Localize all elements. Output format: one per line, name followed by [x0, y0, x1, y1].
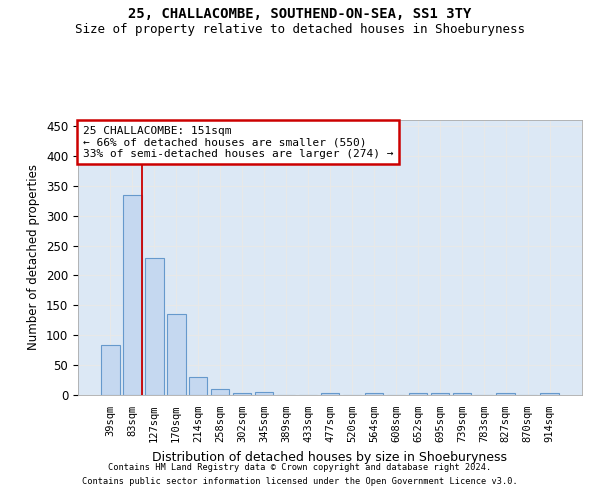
Bar — [145, 258, 164, 395]
Bar — [255, 392, 274, 395]
Bar — [541, 392, 559, 395]
Bar — [167, 314, 185, 395]
Bar — [123, 194, 142, 395]
Text: Size of property relative to detached houses in Shoeburyness: Size of property relative to detached ho… — [75, 22, 525, 36]
Bar — [431, 392, 449, 395]
Bar — [101, 346, 119, 395]
Text: Contains public sector information licensed under the Open Government Licence v3: Contains public sector information licen… — [82, 477, 518, 486]
Text: Contains HM Land Registry data © Crown copyright and database right 2024.: Contains HM Land Registry data © Crown c… — [109, 464, 491, 472]
Bar — [365, 392, 383, 395]
Y-axis label: Number of detached properties: Number of detached properties — [28, 164, 40, 350]
Text: 25, CHALLACOMBE, SOUTHEND-ON-SEA, SS1 3TY: 25, CHALLACOMBE, SOUTHEND-ON-SEA, SS1 3T… — [128, 8, 472, 22]
X-axis label: Distribution of detached houses by size in Shoeburyness: Distribution of detached houses by size … — [152, 450, 508, 464]
Bar — [233, 392, 251, 395]
Bar — [452, 392, 471, 395]
Text: 25 CHALLACOMBE: 151sqm
← 66% of detached houses are smaller (550)
33% of semi-de: 25 CHALLACOMBE: 151sqm ← 66% of detached… — [83, 126, 394, 158]
Bar — [409, 392, 427, 395]
Bar — [320, 392, 340, 395]
Bar — [496, 392, 515, 395]
Bar — [211, 389, 229, 395]
Bar — [189, 377, 208, 395]
